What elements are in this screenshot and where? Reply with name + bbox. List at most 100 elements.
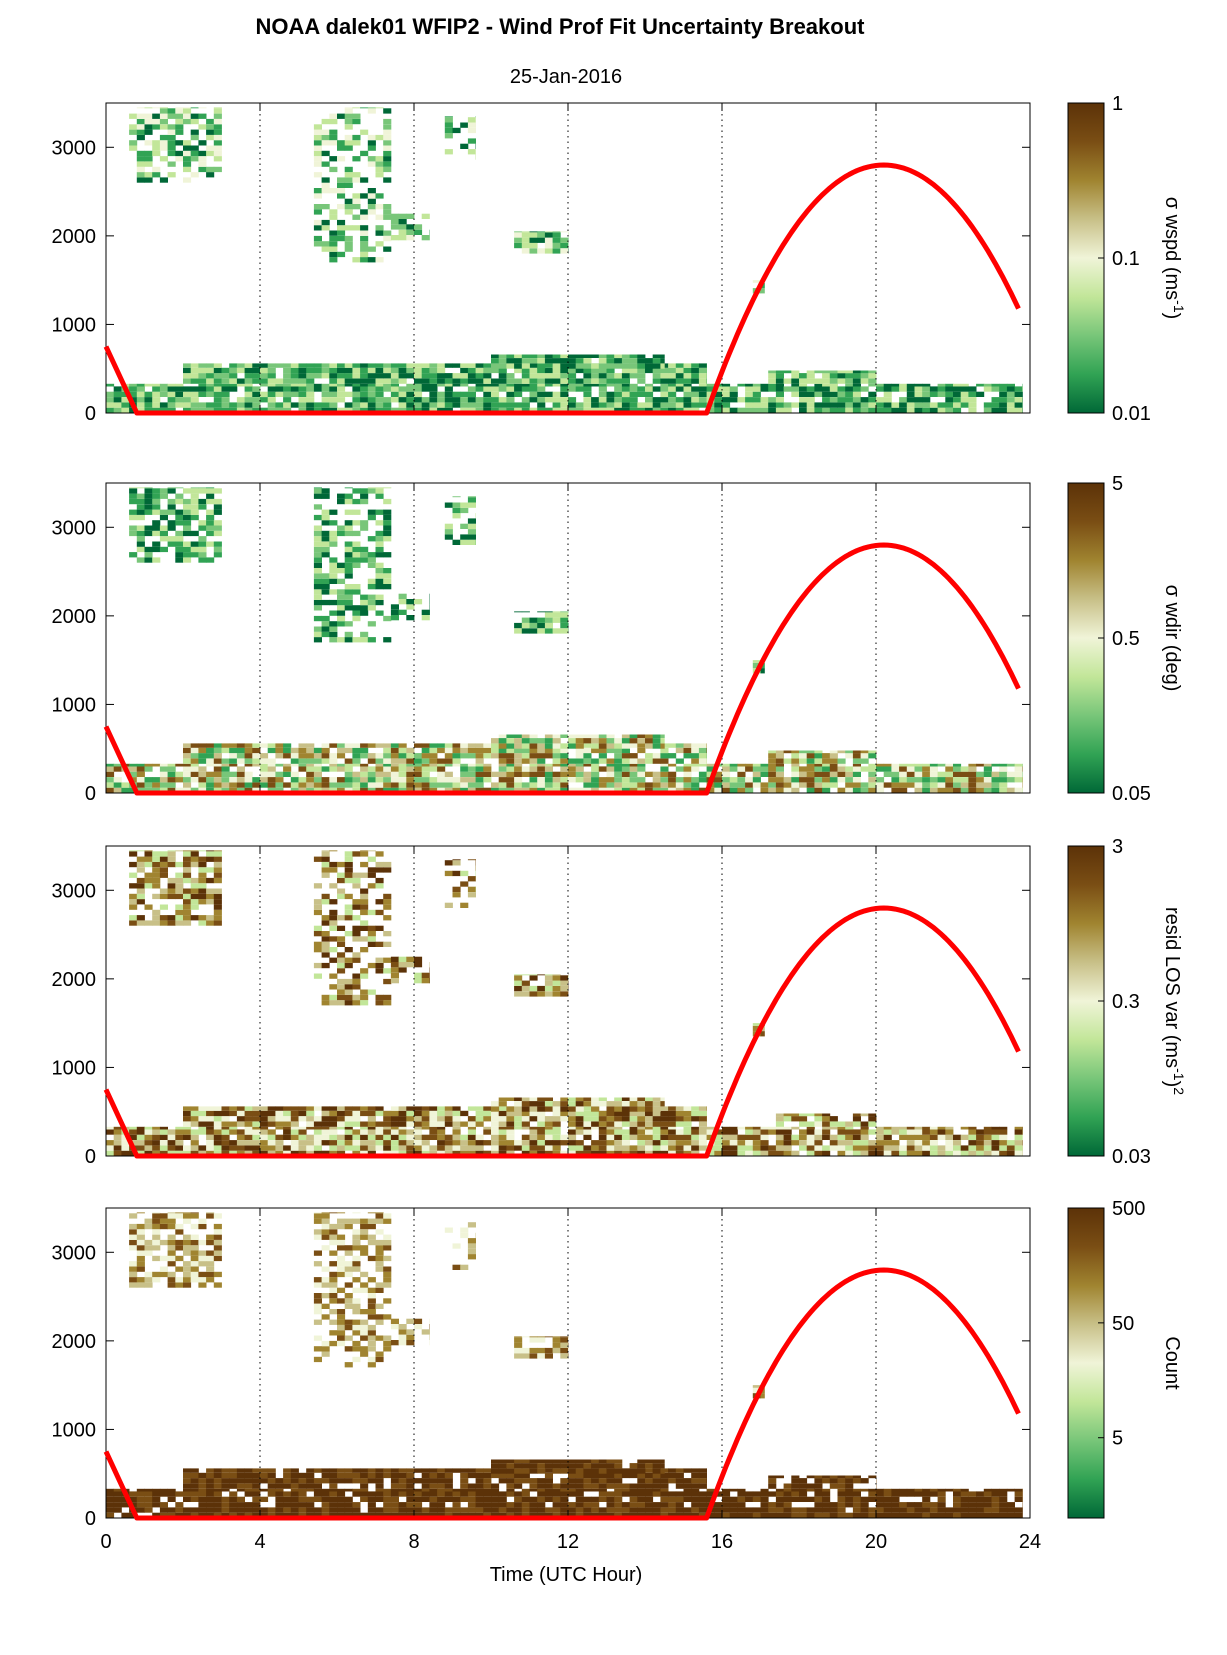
heatmap-cell — [583, 1507, 592, 1513]
heatmap-cell — [190, 1478, 199, 1484]
heatmap-cell — [660, 1121, 669, 1127]
heatmap-cell — [945, 771, 954, 777]
heatmap-cell — [937, 763, 946, 767]
heatmap-cell — [275, 763, 284, 767]
heatmap-cell — [175, 150, 184, 157]
heatmap-cell — [860, 758, 869, 764]
heatmap-cell — [852, 763, 861, 767]
heatmap-cell — [621, 1488, 630, 1492]
heatmap-cell — [568, 407, 577, 413]
heatmap-cell — [414, 1502, 423, 1508]
heatmap-cell — [467, 1116, 476, 1122]
heatmap-cell — [260, 1129, 269, 1135]
heatmap-cell — [852, 407, 861, 413]
heatmap-cell — [267, 373, 276, 379]
heatmap-cell — [344, 867, 353, 873]
heatmap-cell — [437, 743, 446, 748]
heatmap-cell — [514, 1126, 523, 1130]
heatmap-cell — [529, 1116, 538, 1122]
heatmap-cell — [467, 373, 476, 379]
heatmap-cell — [321, 589, 330, 595]
heatmap-cell — [575, 1496, 584, 1502]
heatmap-cell — [999, 1488, 1008, 1492]
heatmap-cell — [876, 763, 885, 767]
heatmap-cell — [337, 367, 346, 374]
heatmap-cell — [683, 743, 692, 748]
heatmap-cell — [252, 378, 261, 384]
heatmap-cell — [621, 777, 630, 783]
heatmap-cell — [244, 782, 253, 788]
heatmap-cell — [290, 1116, 299, 1122]
heatmap-cell — [929, 1150, 938, 1156]
heatmap-cell — [491, 378, 500, 384]
heatmap-cell — [383, 1000, 392, 1006]
heatmap-cell — [922, 777, 931, 783]
heatmap-cell — [598, 397, 607, 403]
heatmap-cell — [568, 787, 577, 793]
heatmap-cell — [929, 782, 938, 788]
heatmap-cell — [444, 149, 453, 155]
heatmap-cell — [467, 1126, 476, 1130]
heatmap-cell — [367, 637, 376, 643]
heatmap-cell — [229, 1512, 238, 1518]
heatmap-cell — [544, 734, 553, 738]
heatmap-cell — [976, 1496, 985, 1502]
heatmap-cell — [298, 1134, 307, 1140]
heatmap-cell — [106, 1502, 115, 1508]
heatmap-cell — [537, 758, 546, 764]
heatmap-cell — [529, 391, 538, 397]
heatmap-cell — [344, 225, 353, 231]
heatmap-cell — [922, 397, 931, 403]
heatmap-cell — [152, 498, 161, 505]
heatmap-cell — [560, 242, 569, 249]
heatmap-cell — [467, 766, 476, 772]
heatmap-cell — [283, 363, 292, 368]
heatmap-cell — [329, 637, 338, 643]
heatmap-cell — [891, 402, 900, 408]
heatmap-cell — [868, 378, 877, 384]
heatmap-cell — [706, 1126, 715, 1130]
heatmap-cell — [868, 1113, 877, 1117]
heatmap-cell — [775, 753, 784, 759]
heatmap-cell — [837, 771, 846, 777]
heatmap-cell — [321, 134, 330, 141]
heatmap-cell — [244, 787, 253, 793]
heatmap-cell — [136, 509, 145, 515]
heatmap-cell — [306, 766, 315, 772]
heatmap-cell — [183, 915, 192, 921]
heatmap-cell — [313, 546, 322, 553]
heatmap-cell — [591, 378, 600, 384]
heatmap-cell — [306, 1106, 315, 1111]
heatmap-cell — [521, 1126, 530, 1130]
heatmap-cell — [267, 766, 276, 772]
heatmap-cell — [544, 1512, 553, 1518]
heatmap-cell — [159, 1126, 168, 1130]
heatmap-cell — [544, 991, 553, 997]
heatmap-cell — [321, 1121, 330, 1127]
heatmap-cell — [213, 763, 222, 767]
heatmap-cell — [313, 514, 322, 521]
heatmap-cell — [352, 771, 361, 777]
heatmap-cell — [329, 230, 338, 236]
heatmap-cell — [629, 1496, 638, 1502]
heatmap-cell — [221, 407, 230, 413]
heatmap-cell — [421, 1110, 430, 1117]
heatmap-cell — [837, 1134, 846, 1140]
heatmap-cell — [244, 1468, 253, 1473]
heatmap-cell — [313, 1145, 322, 1151]
heatmap-cell — [529, 617, 538, 623]
heatmap-cell — [290, 1496, 299, 1502]
heatmap-cell — [337, 594, 346, 600]
heatmap-cell — [167, 402, 176, 408]
heatmap-cell — [260, 407, 269, 413]
heatmap-cell — [221, 373, 230, 379]
heatmap-cell — [329, 536, 338, 542]
heatmap-cell — [460, 502, 469, 508]
heatmap-cell — [999, 1140, 1008, 1146]
heatmap-cell — [290, 753, 299, 759]
heatmap-cell — [329, 899, 338, 905]
heatmap-cell — [367, 594, 376, 600]
heatmap-cell — [991, 1507, 1000, 1513]
heatmap-cell — [529, 1110, 538, 1117]
heatmap-cell — [852, 758, 861, 764]
